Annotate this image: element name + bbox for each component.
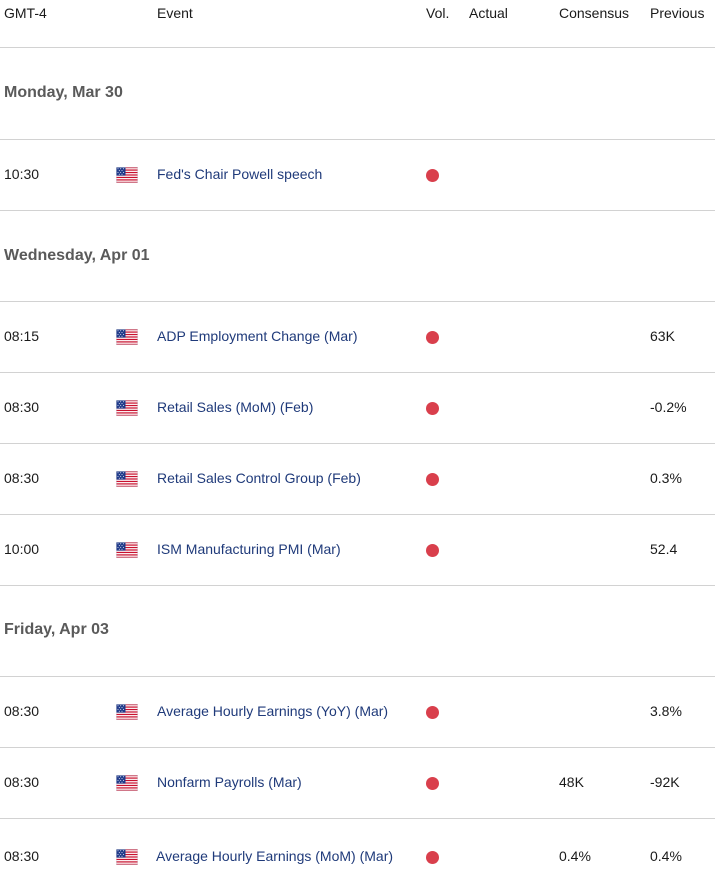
consensus-header: Consensus	[559, 5, 630, 21]
day-header: Wednesday, Apr 01	[0, 211, 715, 302]
event-name[interactable]: Average Hourly Earnings (MoM) (Mar)	[156, 848, 394, 864]
event-name[interactable]: Fed's Chair Powell speech	[157, 166, 323, 182]
event-previous: 0.4%	[650, 848, 682, 864]
high-volatility-icon	[426, 851, 439, 864]
day-header: Friday, Apr 03	[0, 586, 715, 677]
event-name[interactable]: Nonfarm Payrolls (Mar)	[157, 774, 302, 790]
event-time: 10:00	[4, 541, 40, 557]
event-time: 08:30	[4, 703, 40, 719]
us-flag-icon	[116, 704, 138, 720]
event-row[interactable]: 10:30 Fed's Chair Powell speech	[0, 140, 715, 211]
us-flag-icon	[116, 167, 138, 183]
calendar-header: GMT-4 Event Vol. Actual Consensus Previo…	[0, 0, 715, 48]
event-row[interactable]: 10:00 ISM Manufacturing PMI (Mar) 52.4	[0, 515, 715, 586]
event-row[interactable]: 08:15 ADP Employment Change (Mar) 63K	[0, 302, 715, 373]
high-volatility-icon	[426, 169, 439, 182]
event-time: 08:30	[4, 470, 40, 486]
event-row[interactable]: 08:30 Nonfarm Payrolls (Mar) 48K -92K	[0, 748, 715, 819]
event-time: 10:30	[4, 166, 40, 182]
event-consensus: 48K	[559, 774, 584, 790]
event-name[interactable]: Retail Sales Control Group (Feb)	[157, 470, 361, 486]
us-flag-icon	[116, 542, 138, 558]
event-time: 08:30	[4, 774, 40, 790]
event-previous: 52.4	[650, 541, 678, 557]
event-previous: -0.2%	[650, 399, 687, 415]
event-row[interactable]: 08:30 Average Hourly Earnings (YoY) (Mar…	[0, 677, 715, 748]
day-label: Wednesday, Apr 01	[4, 247, 150, 264]
event-row[interactable]: 08:30 Retail Sales Control Group (Feb) 0…	[0, 444, 715, 515]
actual-header: Actual	[469, 5, 508, 21]
event-previous: 0.3%	[650, 470, 682, 486]
event-header: Event	[157, 5, 193, 21]
event-consensus: 0.4%	[559, 848, 591, 864]
high-volatility-icon	[426, 473, 439, 486]
event-name[interactable]: ISM Manufacturing PMI (Mar)	[157, 541, 341, 557]
day-label: Friday, Apr 03	[4, 621, 109, 638]
event-time: 08:15	[4, 328, 40, 344]
us-flag-icon	[116, 471, 138, 487]
timezone-header[interactable]: GMT-4	[4, 5, 47, 21]
day-header: Monday, Mar 30	[0, 48, 715, 140]
event-row[interactable]: 08:30 Retail Sales (MoM) (Feb) -0.2%	[0, 373, 715, 444]
us-flag-icon	[116, 775, 138, 791]
high-volatility-icon	[426, 544, 439, 557]
event-name[interactable]: Average Hourly Earnings (YoY) (Mar)	[157, 703, 389, 719]
event-previous: 3.8%	[650, 703, 682, 719]
high-volatility-icon	[426, 331, 439, 344]
event-name[interactable]: ADP Employment Change (Mar)	[157, 328, 358, 344]
high-volatility-icon	[426, 706, 439, 719]
high-volatility-icon	[426, 777, 439, 790]
event-time: 08:30	[4, 848, 40, 864]
volatility-header: Vol.	[426, 5, 450, 21]
day-label: Monday, Mar 30	[4, 84, 123, 101]
us-flag-icon	[116, 849, 138, 865]
us-flag-icon	[116, 329, 138, 345]
us-flag-icon	[116, 400, 138, 416]
event-time: 08:30	[4, 399, 40, 415]
event-previous: 63K	[650, 328, 675, 344]
event-name[interactable]: Retail Sales (MoM) (Feb)	[157, 399, 314, 415]
high-volatility-icon	[426, 402, 439, 415]
previous-header: Previous	[650, 5, 705, 21]
event-previous: -92K	[650, 774, 680, 790]
event-row[interactable]: 08:30 Average Hourly Earnings (MoM) (Mar…	[0, 820, 715, 874]
